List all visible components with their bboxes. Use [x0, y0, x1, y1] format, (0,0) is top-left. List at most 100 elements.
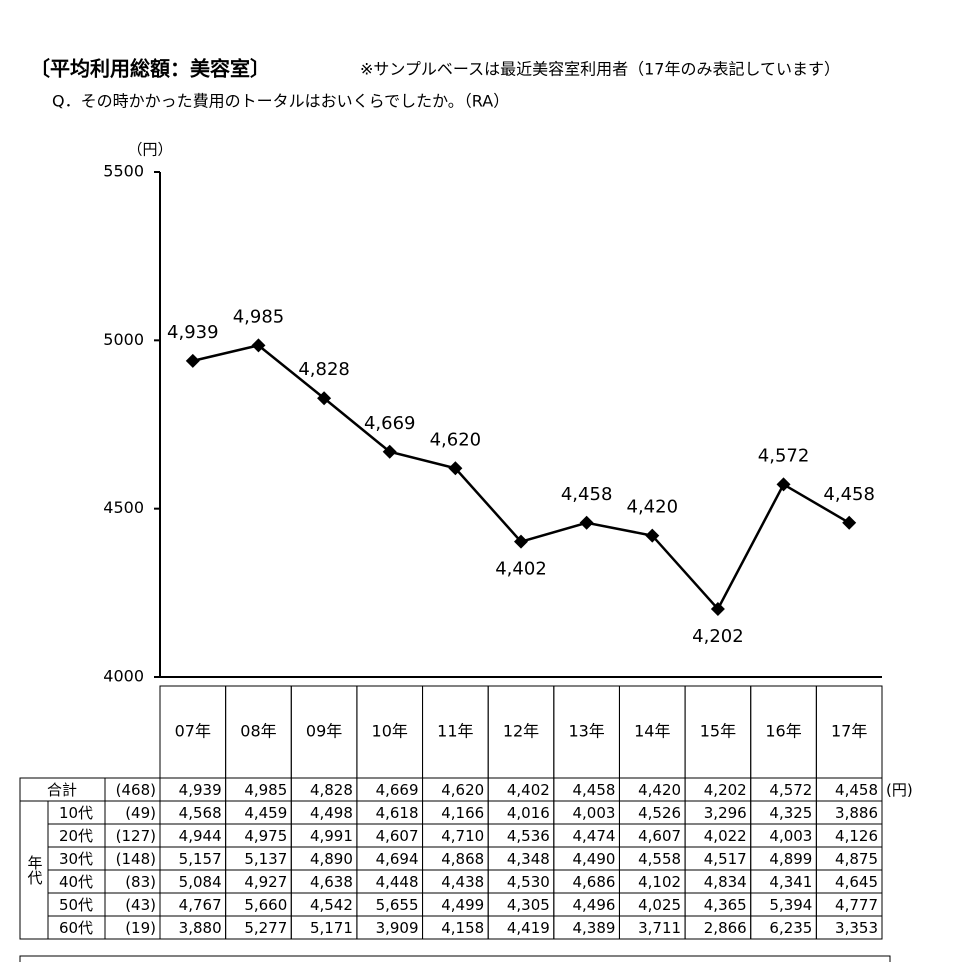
column-header: 12年	[503, 722, 539, 741]
row-n: (83)	[125, 873, 156, 891]
table-value: 4,899	[769, 850, 812, 868]
row-n: (43)	[125, 896, 156, 914]
value-label: 4,828	[298, 359, 350, 380]
table-value: 5,394	[769, 896, 812, 914]
table-value: 5,660	[244, 896, 287, 914]
table-value: 4,325	[769, 804, 812, 822]
table-value: 4,003	[573, 804, 616, 822]
table-value: 4,458	[835, 781, 878, 799]
column-header: 07年	[175, 722, 211, 741]
table-value: 4,348	[507, 850, 550, 868]
row-n: (127)	[116, 827, 156, 845]
table-value: 2,866	[704, 919, 747, 937]
table-value: 5,171	[310, 919, 353, 937]
table-value: 4,939	[179, 781, 222, 799]
table-value: 4,828	[310, 781, 353, 799]
table-value: 4,365	[704, 896, 747, 914]
y-tick-label: 4500	[103, 498, 144, 517]
footer-box	[19, 955, 891, 962]
table-value: 4,607	[638, 827, 681, 845]
table-value: 4,438	[441, 873, 484, 891]
table-value: 4,003	[769, 827, 812, 845]
table-value: 4,868	[441, 850, 484, 868]
table-value: 3,909	[376, 919, 419, 937]
table-value: 5,137	[244, 850, 287, 868]
table-value: 4,618	[376, 804, 419, 822]
table-value: 4,834	[704, 873, 747, 891]
question: Q．その時かかった費用のトータルはおいくらでしたか。（RA）	[52, 92, 509, 111]
value-label: 4,939	[167, 322, 219, 343]
table-value: 4,402	[507, 781, 550, 799]
table-value: 4,126	[835, 827, 878, 845]
table-value: 4,420	[638, 781, 681, 799]
row-label: 40代	[59, 873, 93, 891]
table-value: 3,711	[638, 919, 681, 937]
table-value: 4,777	[835, 896, 878, 914]
value-label: 4,458	[823, 484, 875, 505]
table-value: 4,389	[573, 919, 616, 937]
value-label: 4,669	[364, 413, 416, 434]
y-tick-label: 5000	[103, 330, 144, 349]
y-unit: （円）	[127, 141, 172, 159]
sample-note: ※サンプルベースは最近美容室利用者（17年のみ表記しています）	[360, 60, 840, 79]
table-value: 4,158	[441, 919, 484, 937]
table-value: 4,558	[638, 850, 681, 868]
marker	[710, 601, 725, 616]
value-label: 4,985	[233, 306, 285, 327]
table-value: 5,277	[244, 919, 287, 937]
table-value: 4,572	[769, 781, 812, 799]
row-label: 10代	[59, 804, 93, 822]
row-n: (148)	[116, 850, 156, 868]
row-n: (49)	[125, 804, 156, 822]
table-value: 4,536	[507, 827, 550, 845]
table-value: 4,694	[376, 850, 419, 868]
marker	[842, 515, 857, 530]
table-value: 5,655	[376, 896, 419, 914]
row-n: (19)	[125, 919, 156, 937]
table-value: 4,022	[704, 827, 747, 845]
column-header: 13年	[568, 722, 604, 741]
value-label: 4,572	[758, 445, 810, 466]
table-value: 4,607	[376, 827, 419, 845]
table-value: 4,517	[704, 850, 747, 868]
unit-label: (円)	[886, 781, 913, 799]
table-value: 4,166	[441, 804, 484, 822]
table-value: 4,474	[573, 827, 616, 845]
marker	[448, 461, 463, 476]
marker	[382, 444, 397, 459]
column-header: 08年	[240, 722, 276, 741]
table-value: 6,235	[769, 919, 812, 937]
table-value: 4,875	[835, 850, 878, 868]
marker	[514, 534, 528, 549]
table-value: 4,890	[310, 850, 353, 868]
value-label: 4,620	[430, 429, 482, 450]
table-value: 4,341	[769, 873, 812, 891]
row-label: 30代	[59, 850, 93, 868]
table-value: 4,419	[507, 919, 550, 937]
column-header: 10年	[372, 722, 408, 741]
table-value: 4,927	[244, 873, 287, 891]
row-label: 20代	[59, 827, 93, 845]
table-value: 4,458	[573, 781, 616, 799]
column-header: 14年	[634, 722, 670, 741]
table-value: 5,157	[179, 850, 222, 868]
table-value: 4,620	[441, 781, 484, 799]
row-label: 60代	[59, 919, 93, 937]
marker	[185, 353, 200, 368]
table-value: 4,016	[507, 804, 550, 822]
column-header: 17年	[831, 722, 867, 741]
table-value: 4,499	[441, 896, 484, 914]
table-value: 4,645	[835, 873, 878, 891]
table-value: 4,568	[179, 804, 222, 822]
column-header: 09年	[306, 722, 342, 741]
row-label: 合計	[47, 781, 77, 799]
table-value: 4,530	[507, 873, 550, 891]
group-label: 年代	[26, 855, 44, 886]
table-value: 5,084	[179, 873, 222, 891]
y-tick-label: 4000	[103, 667, 144, 686]
table-value: 4,102	[638, 873, 681, 891]
marker	[645, 528, 660, 543]
table-value: 4,498	[310, 804, 353, 822]
table-value: 3,353	[835, 919, 878, 937]
